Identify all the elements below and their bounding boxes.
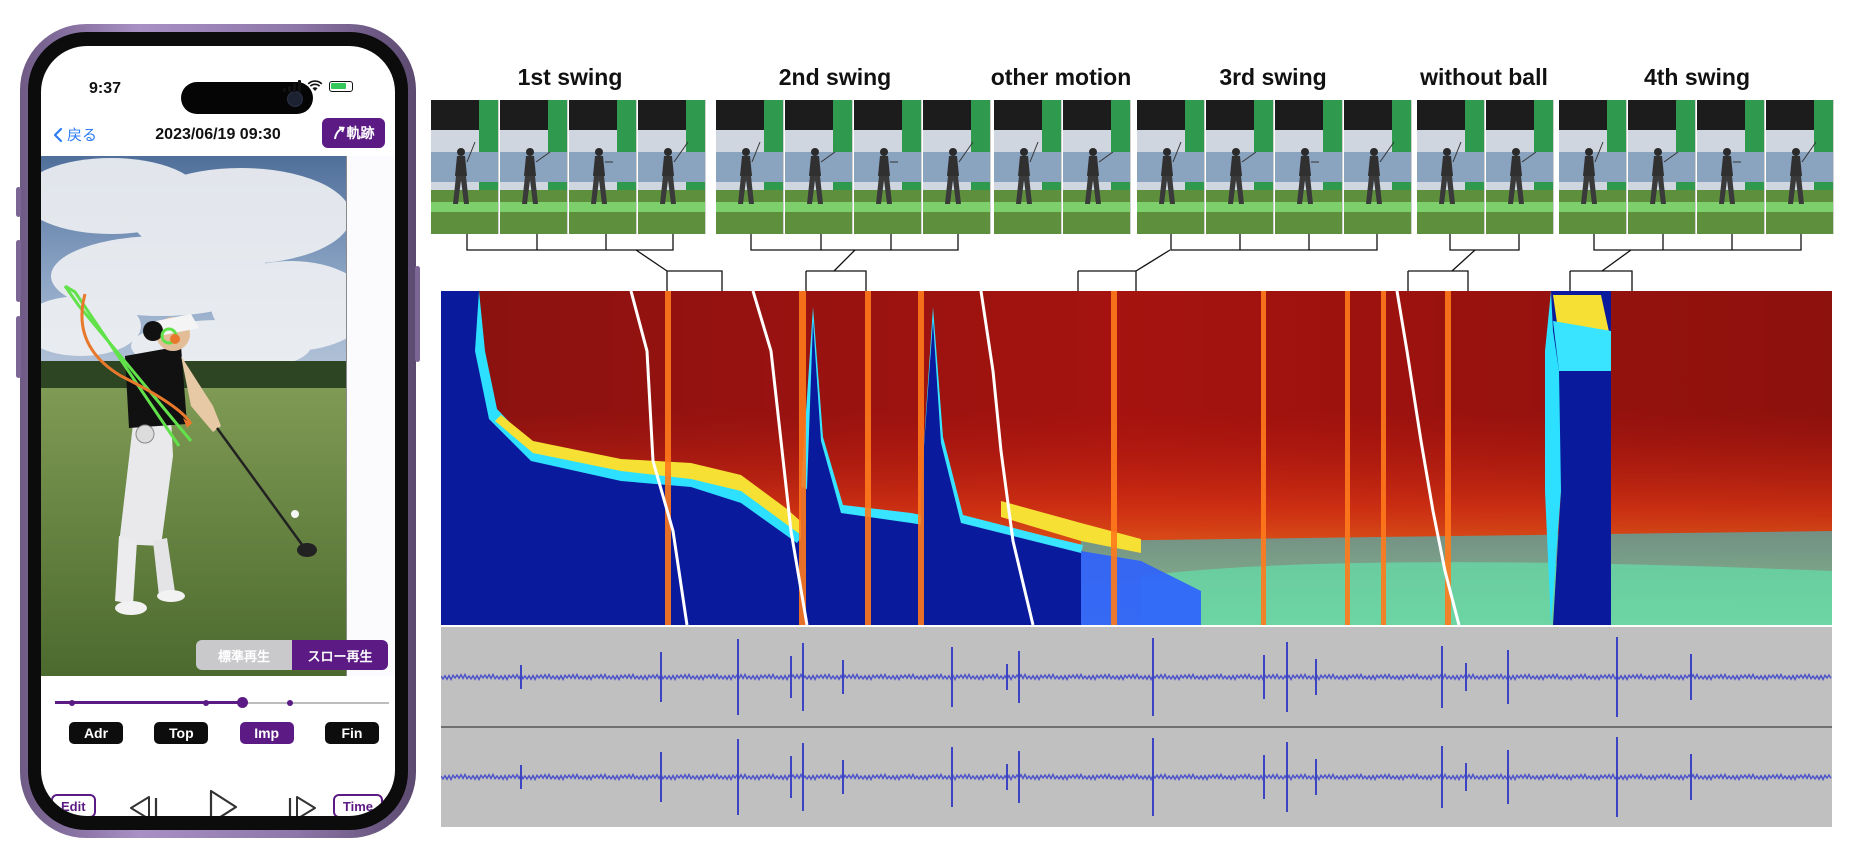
normal-speed-option[interactable]: 標準再生 xyxy=(196,640,292,670)
label-other-motion: other motion xyxy=(990,64,1132,90)
golfer xyxy=(115,314,317,615)
step-forward-icon[interactable] xyxy=(285,794,321,816)
swing-video-frame xyxy=(41,156,390,676)
playback-speed-toggle[interactable]: 標準再生 スロー再生 xyxy=(196,640,388,670)
label-3rd-swing: 3rd swing xyxy=(1219,64,1327,90)
status-time: 9:37 xyxy=(89,80,122,97)
clouds xyxy=(41,158,371,372)
back-label: 戻る xyxy=(67,127,98,144)
app-screen: 9:37 戻る xyxy=(41,46,395,816)
fairway xyxy=(41,388,390,676)
video-thumbnail xyxy=(569,100,637,234)
phase-marker-fin[interactable] xyxy=(287,700,293,706)
waveform-channel xyxy=(440,672,1832,682)
slow-speed-option[interactable]: スロー再生 xyxy=(292,640,388,670)
label-1st-swing: 1st swing xyxy=(517,64,623,90)
volume-up-button xyxy=(16,240,21,302)
timeline-progress xyxy=(55,701,241,704)
video-thumbnail xyxy=(1697,100,1765,234)
video-thumbnail xyxy=(1344,100,1412,234)
label-4th-swing: 4th swing xyxy=(1643,64,1751,90)
video-thumbnail xyxy=(431,100,499,234)
audio-waveform xyxy=(440,637,1832,817)
video-thumbnail xyxy=(500,100,568,234)
trajectory-button[interactable]: 軌跡 xyxy=(322,118,385,148)
playback-timeline[interactable] xyxy=(55,696,389,710)
audio-waveform-panel xyxy=(440,627,1832,827)
timeline-scrubber-thumb[interactable] xyxy=(237,697,248,708)
battery-charging-icon xyxy=(329,80,353,92)
video-thumbnail xyxy=(854,100,922,234)
phase-button-imp[interactable]: Imp xyxy=(239,722,294,744)
front-camera xyxy=(287,91,303,107)
edit-button[interactable]: Edit xyxy=(51,794,96,816)
video-thumbnail xyxy=(1206,100,1274,234)
spectrogram-heatmap xyxy=(441,291,1832,625)
power-button xyxy=(415,266,420,362)
video-thumbnail xyxy=(1137,100,1205,234)
video-thumbnail xyxy=(1486,100,1554,234)
transport-controls: Edit Time xyxy=(41,784,395,816)
trajectory-label: 軌跡 xyxy=(346,125,375,141)
step-back-icon[interactable] xyxy=(125,794,161,816)
video-thumbnail-strip xyxy=(431,100,1834,234)
waveform-channel xyxy=(440,772,1832,782)
status-icons xyxy=(283,80,353,92)
video-thumbnail xyxy=(1559,100,1627,234)
video-thumbnail xyxy=(638,100,706,234)
phase-marker-adr[interactable] xyxy=(69,700,75,706)
back-button[interactable]: 戻る xyxy=(53,124,97,145)
dynamic-island xyxy=(181,82,313,114)
signal-icon xyxy=(283,80,301,92)
phase-button-adr[interactable]: Adr xyxy=(69,722,123,744)
play-icon[interactable] xyxy=(206,788,240,816)
video-thumbnail xyxy=(785,100,853,234)
phase-button-fin[interactable]: Fin xyxy=(324,722,379,744)
phase-marker-top[interactable] xyxy=(203,700,209,706)
time-button[interactable]: Time xyxy=(332,794,383,816)
tree-line xyxy=(41,361,390,393)
segment-boundaries xyxy=(629,291,1461,625)
side-panel xyxy=(346,156,395,676)
nav-bar: 戻る 2023/06/19 09:30 軌跡 xyxy=(41,118,395,156)
label-without-ball: without ball xyxy=(1420,64,1548,90)
phase-buttons: Adr Top Imp Fin xyxy=(69,722,379,744)
wifi-icon xyxy=(307,80,323,91)
phase-button-top[interactable]: Top xyxy=(154,722,209,744)
video-thumbnail xyxy=(1628,100,1696,234)
recording-datetime: 2023/06/19 09:30 xyxy=(155,126,281,143)
mute-switch xyxy=(16,187,21,217)
video-thumbnail xyxy=(923,100,991,234)
chevron-left-icon xyxy=(53,127,63,142)
swing-video[interactable]: 標準再生 スロー再生 xyxy=(41,156,395,676)
video-thumbnail xyxy=(994,100,1062,234)
phone-mockup: 9:37 戻る xyxy=(16,24,420,838)
video-thumbnail xyxy=(1766,100,1834,234)
video-thumbnail xyxy=(1417,100,1485,234)
volume-down-button xyxy=(16,316,21,378)
video-thumbnail xyxy=(1063,100,1131,234)
phone-bezel: 9:37 戻る xyxy=(28,32,408,830)
trajectory-arrow-icon xyxy=(333,126,345,140)
label-2nd-swing: 2nd swing xyxy=(778,64,892,90)
video-thumbnail xyxy=(716,100,784,234)
video-thumbnail xyxy=(1275,100,1343,234)
